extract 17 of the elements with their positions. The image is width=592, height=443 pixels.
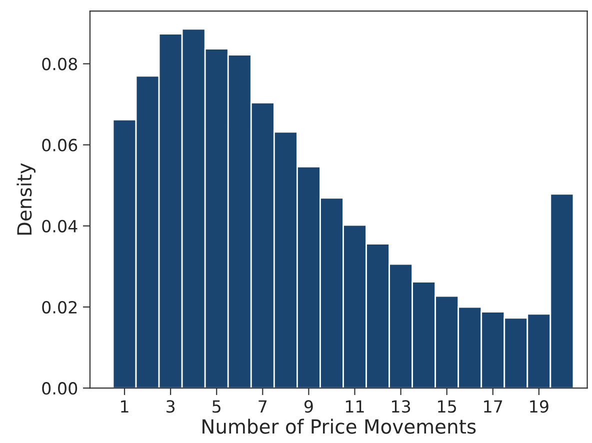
x-tick-label: 3 [166,400,175,413]
x-axis-title: Number of Price Movements [202,418,476,434]
x-tick-label: 5 [212,400,220,413]
x-tick-label: 1 [121,400,128,413]
y-tick-label: 0.00 [42,382,78,395]
x-tick-label: 9 [304,400,313,413]
x-tick-label: 7 [258,400,267,413]
x-tick-label: 15 [438,400,456,413]
x-tick-label: 19 [530,400,548,413]
x-tick-label: 11 [346,400,364,413]
x-tick-label: 13 [392,400,410,413]
y-axis-title: Density [16,163,36,235]
y-tick-label: 0.04 [42,220,78,232]
x-tick-label: 17 [484,400,502,413]
y-tick-label: 0.08 [42,58,78,70]
y-tick-label: 0.06 [42,138,78,152]
y-tick-label: 0.02 [42,300,77,314]
